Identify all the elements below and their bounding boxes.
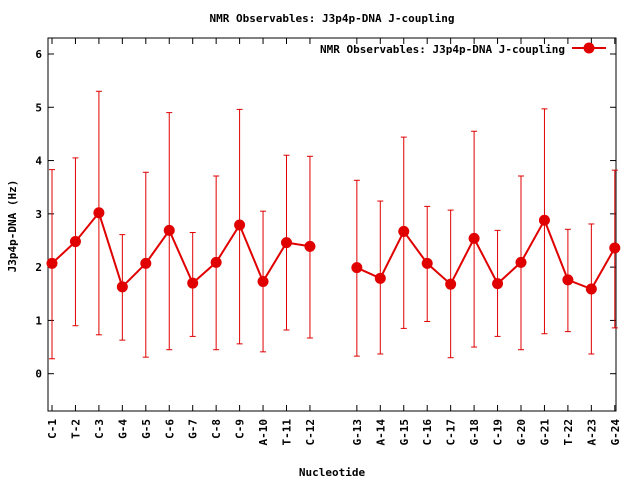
x-tick-label: G-5	[140, 419, 153, 439]
data-point	[421, 257, 433, 269]
plot-frame	[47, 37, 617, 412]
legend: NMR Observables: J3p4p-DNA J-coupling	[320, 42, 606, 56]
x-axis-label: Nucleotide	[299, 466, 366, 479]
y-tick-label: 6	[35, 48, 42, 61]
legend-marker	[583, 42, 595, 54]
data-point	[140, 257, 152, 269]
y-tick-label: 4	[35, 155, 42, 168]
x-tick-label: G-7	[187, 419, 200, 439]
data-point	[609, 242, 621, 254]
series-line	[356, 217, 616, 291]
x-tick-label: A-23	[585, 419, 598, 446]
x-tick-label: A-10	[257, 419, 270, 446]
series-line	[51, 210, 311, 289]
x-tick-label: C-9	[234, 419, 247, 439]
data-point	[257, 276, 269, 288]
data-point	[585, 283, 597, 295]
data-point	[187, 277, 199, 289]
x-tick-label: C-16	[421, 419, 434, 446]
data-point	[304, 240, 316, 252]
y-tick-label: 0	[35, 368, 42, 381]
data-point	[93, 207, 105, 219]
x-tick-label: G-21	[538, 419, 551, 446]
x-tick-label: C-19	[492, 419, 505, 446]
x-tick-label: G-18	[468, 419, 481, 446]
y-axis-label: J3p4p-DNA (Hz)	[6, 180, 19, 273]
legend-label: NMR Observables: J3p4p-DNA J-coupling	[320, 43, 565, 56]
x-tick-label: C-3	[93, 419, 106, 439]
data-point	[234, 219, 246, 231]
x-tick-label: T-22	[562, 419, 575, 446]
x-tick-label: G-13	[351, 419, 364, 446]
data-point	[210, 256, 222, 268]
data-point	[163, 224, 175, 236]
x-tick-label: C-1	[46, 419, 59, 439]
x-tick-label: C-8	[210, 419, 223, 439]
x-tick-label: G-4	[116, 419, 129, 439]
y-tick-label: 1	[35, 314, 42, 327]
x-tick-label: G-24	[609, 419, 622, 446]
x-tick-label: A-14	[374, 419, 387, 446]
data-point	[351, 262, 363, 274]
x-tick-label: C-6	[163, 419, 176, 439]
x-tick-label: G-20	[515, 419, 528, 446]
axes-layer: 0 1 2 3 4 5 6 C-1 T-2 C-3 G-4 G-5 C-6 G-7 C-8 C-9 A-10 T-…	[35, 37, 622, 446]
x-tick-label: C-12	[304, 419, 317, 446]
data-point	[468, 232, 480, 244]
marks-layer	[46, 90, 621, 360]
data-point	[46, 257, 58, 269]
data-point	[69, 236, 81, 248]
x-tick-label: C-17	[445, 419, 458, 446]
data-point	[398, 225, 410, 237]
data-point	[492, 278, 504, 290]
data-point	[116, 281, 128, 293]
data-point	[374, 272, 386, 284]
data-point	[562, 274, 574, 286]
data-point	[515, 256, 527, 268]
x-tick-label: T-2	[69, 419, 82, 439]
y-tick-label: 5	[35, 101, 42, 114]
data-point	[538, 214, 550, 226]
y-tick-label: 3	[35, 208, 42, 221]
data-point	[281, 237, 292, 249]
x-tick-label: G-15	[398, 419, 411, 446]
x-tick-label: T-11	[281, 419, 294, 446]
y-tick-label: 2	[35, 261, 42, 274]
data-point	[445, 278, 457, 290]
chart-title: NMR Observables: J3p4p-DNA J-coupling	[209, 12, 454, 25]
